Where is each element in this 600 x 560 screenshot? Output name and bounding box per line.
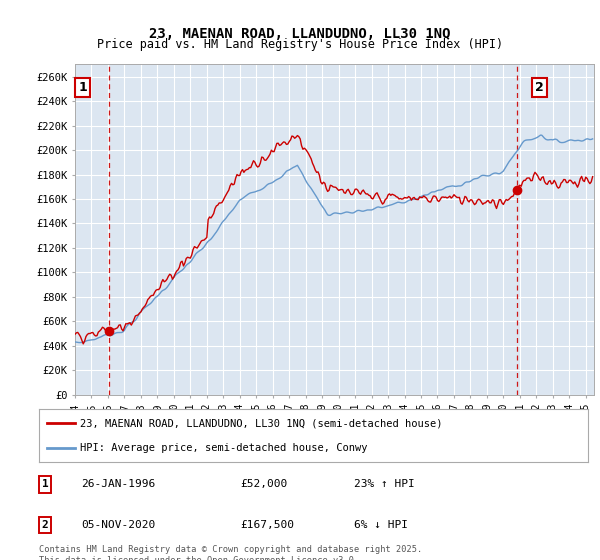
Text: 6% ↓ HPI: 6% ↓ HPI bbox=[354, 520, 408, 530]
Text: 1: 1 bbox=[41, 479, 49, 489]
Text: 23, MAENAN ROAD, LLANDUDNO, LL30 1NQ: 23, MAENAN ROAD, LLANDUDNO, LL30 1NQ bbox=[149, 27, 451, 41]
Text: Contains HM Land Registry data © Crown copyright and database right 2025.
This d: Contains HM Land Registry data © Crown c… bbox=[39, 545, 422, 560]
Text: 23% ↑ HPI: 23% ↑ HPI bbox=[354, 479, 415, 489]
Text: 1: 1 bbox=[79, 81, 87, 94]
Text: 26-JAN-1996: 26-JAN-1996 bbox=[81, 479, 155, 489]
Text: 05-NOV-2020: 05-NOV-2020 bbox=[81, 520, 155, 530]
Text: Price paid vs. HM Land Registry's House Price Index (HPI): Price paid vs. HM Land Registry's House … bbox=[97, 38, 503, 52]
Text: HPI: Average price, semi-detached house, Conwy: HPI: Average price, semi-detached house,… bbox=[80, 442, 368, 452]
Text: £52,000: £52,000 bbox=[240, 479, 287, 489]
Text: 2: 2 bbox=[535, 81, 544, 94]
Text: £167,500: £167,500 bbox=[240, 520, 294, 530]
Text: 2: 2 bbox=[41, 520, 49, 530]
Text: 23, MAENAN ROAD, LLANDUDNO, LL30 1NQ (semi-detached house): 23, MAENAN ROAD, LLANDUDNO, LL30 1NQ (se… bbox=[80, 418, 443, 428]
